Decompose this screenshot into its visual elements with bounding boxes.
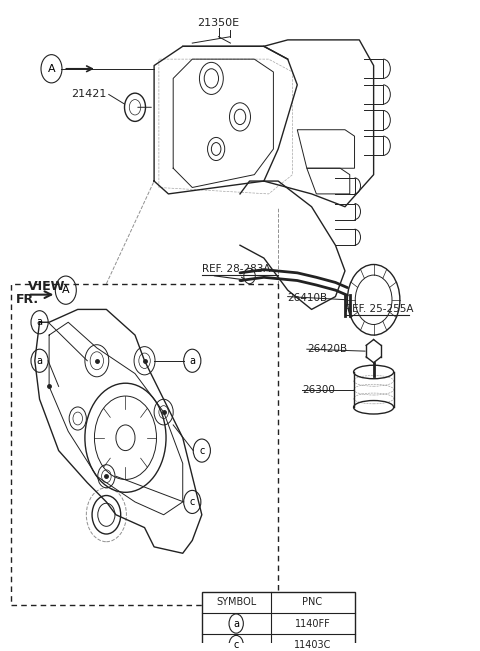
- Text: 21350E: 21350E: [197, 18, 240, 29]
- Text: a: a: [233, 618, 239, 628]
- Text: FR.: FR.: [16, 294, 39, 306]
- Text: PNC: PNC: [302, 598, 323, 607]
- Text: A: A: [48, 64, 55, 74]
- Text: SYMBOL: SYMBOL: [216, 598, 256, 607]
- Text: 21421: 21421: [71, 89, 107, 100]
- Bar: [202, 592, 355, 651]
- Text: c: c: [190, 497, 195, 507]
- Text: c: c: [233, 640, 239, 650]
- Text: A: A: [62, 285, 70, 295]
- Text: REF. 28-283A: REF. 28-283A: [202, 264, 270, 274]
- Text: 26300: 26300: [302, 385, 335, 395]
- Text: 11403C: 11403C: [294, 640, 331, 650]
- Text: a: a: [189, 355, 195, 366]
- Bar: [11, 284, 278, 605]
- Text: 26420B: 26420B: [307, 344, 347, 354]
- Text: REF. 25-255A: REF. 25-255A: [345, 304, 413, 314]
- Text: c: c: [199, 445, 204, 456]
- Text: a: a: [36, 355, 43, 366]
- Text: a: a: [36, 317, 43, 327]
- Text: VIEW: VIEW: [28, 281, 68, 294]
- Circle shape: [244, 268, 255, 284]
- Text: 1140FF: 1140FF: [295, 618, 330, 628]
- Text: 26410B: 26410B: [288, 294, 328, 303]
